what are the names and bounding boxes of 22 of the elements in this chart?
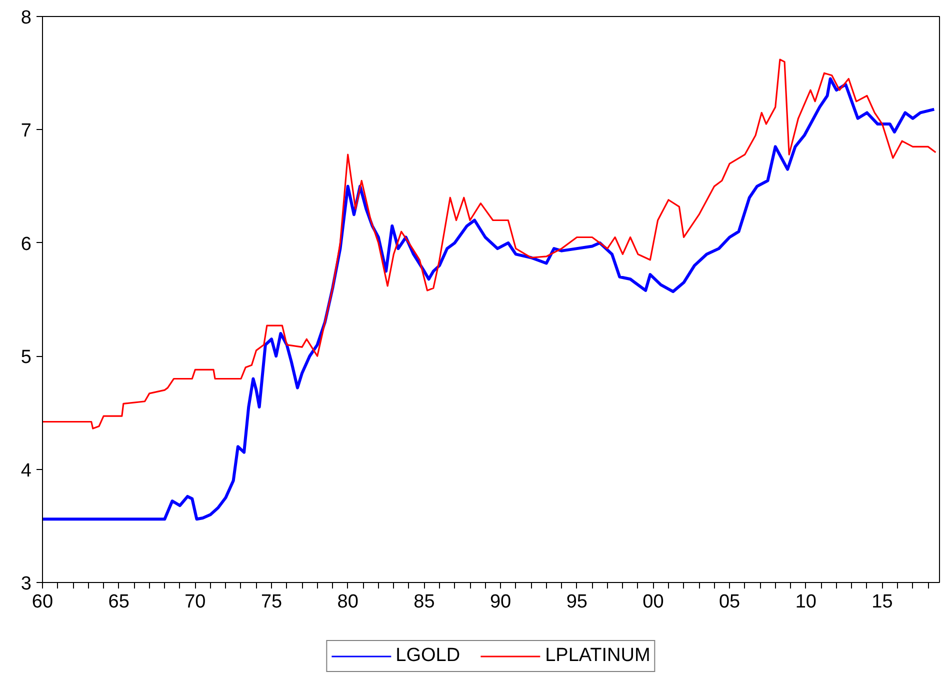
x-tick-label: 95: [566, 592, 588, 612]
legend-label: LPLATINUM: [545, 645, 650, 667]
x-tick-label: 00: [642, 592, 664, 612]
x-tick-label: 60: [32, 592, 54, 612]
y-tick-label: 4: [20, 460, 32, 482]
x-tick-label: 10: [795, 592, 816, 612]
x-tick-label: 65: [108, 592, 130, 612]
x-tick-label: 80: [337, 592, 358, 612]
y-tick-label: 5: [20, 347, 32, 368]
line-series: [42, 58, 936, 430]
x-tick-label: 90: [490, 592, 512, 612]
line-series: [42, 77, 936, 521]
x-tick-label: 75: [260, 592, 282, 612]
x-tick-label: 05: [718, 592, 740, 612]
y-tick-label: 6: [20, 234, 32, 255]
legend-label: LGOLD: [396, 645, 460, 667]
x-tick-label: 70: [184, 592, 206, 612]
x-tick-label: 85: [414, 592, 435, 612]
y-tick-label: 7: [20, 120, 32, 142]
y-tick-label: 8: [20, 8, 32, 28]
y-tick-label: 3: [20, 574, 32, 594]
x-tick-label: 15: [872, 592, 893, 612]
